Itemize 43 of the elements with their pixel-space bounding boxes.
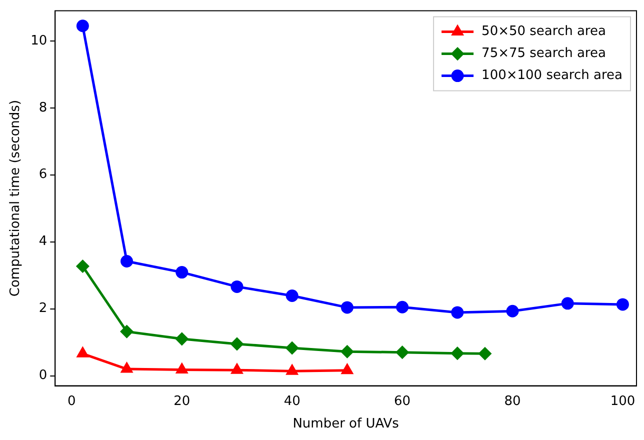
point bbox=[176, 332, 188, 346]
point bbox=[120, 325, 134, 338]
point bbox=[230, 338, 244, 350]
point bbox=[231, 364, 243, 374]
point bbox=[286, 289, 298, 302]
point bbox=[230, 280, 244, 293]
point bbox=[616, 298, 629, 311]
y-tick-label: 6 bbox=[38, 167, 48, 182]
point bbox=[176, 363, 188, 374]
x-tick-label: 20 bbox=[174, 394, 190, 409]
y-tick-label: 10 bbox=[30, 33, 48, 48]
point bbox=[451, 306, 464, 319]
point bbox=[77, 347, 88, 358]
x-tick-label: 100 bbox=[610, 394, 636, 409]
legend-label: 75×75 search area bbox=[482, 46, 606, 62]
point bbox=[176, 266, 188, 279]
point bbox=[121, 362, 132, 373]
point bbox=[506, 304, 519, 318]
legend-label: 100×100 search area bbox=[482, 68, 623, 84]
point bbox=[286, 342, 298, 354]
point bbox=[120, 254, 134, 268]
y-tick-label: 8 bbox=[38, 100, 48, 116]
point bbox=[286, 364, 298, 375]
point bbox=[396, 300, 409, 314]
point bbox=[478, 347, 492, 360]
y-tick-label: 2 bbox=[38, 301, 48, 316]
y-axis-title: Computational time (seconds) bbox=[8, 100, 24, 297]
point bbox=[76, 20, 89, 32]
point bbox=[396, 346, 409, 359]
legend-label: 50×50 search area bbox=[482, 24, 606, 40]
point bbox=[340, 345, 354, 358]
x-tick-label: 80 bbox=[504, 394, 521, 409]
point bbox=[342, 364, 353, 374]
point bbox=[561, 297, 574, 310]
x-tick-label: 60 bbox=[394, 394, 411, 409]
point bbox=[451, 347, 464, 360]
point bbox=[76, 260, 89, 273]
x-axis-title: Number of UAVs bbox=[292, 416, 400, 432]
y-tick-label: 4 bbox=[38, 234, 48, 250]
x-tick-label: 0 bbox=[68, 394, 76, 409]
x-tick-label: 40 bbox=[284, 394, 300, 409]
point bbox=[340, 301, 354, 314]
y-tick-label: 0 bbox=[38, 368, 48, 384]
